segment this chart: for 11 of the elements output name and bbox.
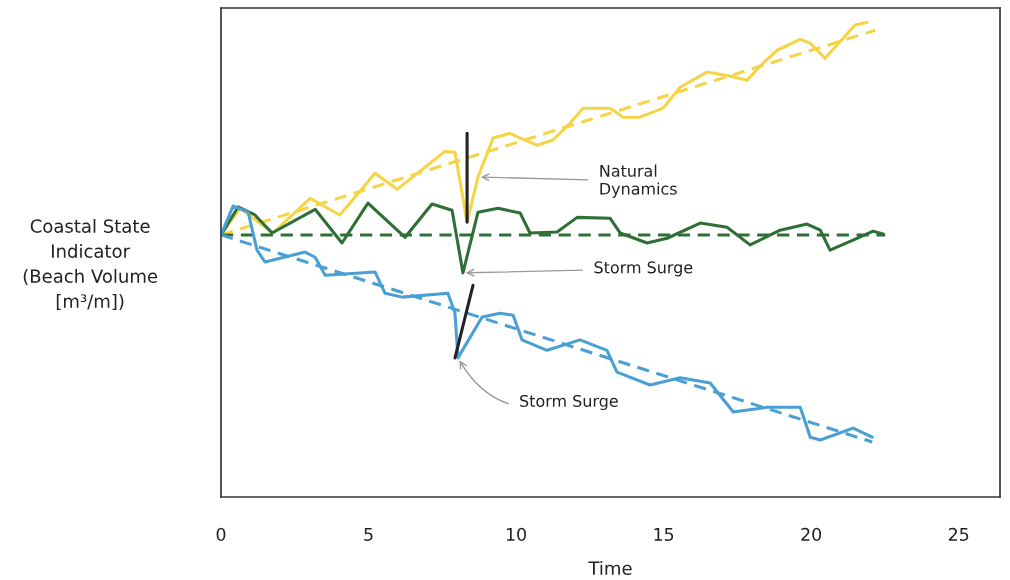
annotation: Storm Surge — [520, 394, 618, 411]
x-tick-label: 0 — [216, 527, 226, 541]
x-tick-label: 5 — [364, 528, 373, 541]
x-tick-label: 20 — [801, 527, 822, 541]
x-tick-label: 10 — [506, 527, 526, 541]
annotation: Natural Dynamics — [600, 164, 677, 198]
y-axis-title: Coastal State Indicator (Beach Volume [m³/m]) — [23, 218, 158, 311]
x-tick-label: 15 — [654, 528, 674, 541]
annotation: Storm Surge — [594, 261, 693, 277]
x-axis-title: Time — [588, 561, 632, 575]
x-tick-label: 25 — [948, 527, 969, 541]
